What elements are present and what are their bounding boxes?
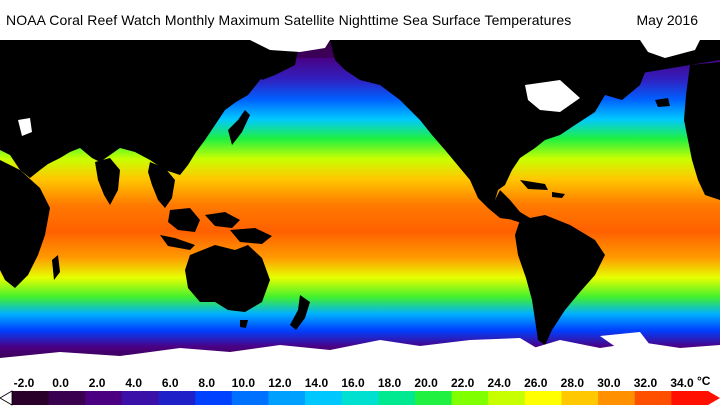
ice-greenland-east [640, 40, 700, 58]
land-europe-africa-east [684, 62, 720, 200]
colorbar-max-arrow [708, 391, 720, 405]
header: NOAA Coral Reef Watch Monthly Maximum Sa… [0, 0, 720, 40]
legend-tick-label: 24.0 [487, 376, 511, 390]
land-north-america [330, 40, 720, 220]
land-australia [185, 245, 270, 312]
land-africa [0, 160, 50, 288]
ice-caspian [18, 118, 32, 136]
legend-swatch [634, 391, 672, 405]
legend-swatch [121, 391, 160, 405]
land-indonesia [160, 208, 240, 250]
land-tasmania [240, 320, 248, 328]
legend-swatch [158, 391, 196, 405]
legend-swatch [451, 391, 489, 405]
map-date: May 2016 [636, 12, 698, 28]
legend-tick-label: 18.0 [377, 376, 402, 390]
land-caribbean [520, 180, 565, 198]
legend-tick-label: 16.0 [341, 376, 365, 390]
ice-antarctica [0, 340, 720, 370]
legend-swatch [561, 391, 599, 405]
legend-swatch [378, 391, 416, 405]
legend-tick-label: 12.0 [268, 376, 292, 390]
legend-swatch [488, 391, 526, 405]
land-new-zealand [290, 295, 310, 330]
legend-swatch [48, 391, 86, 405]
legend-tick-label: 14.0 [304, 376, 329, 390]
legend-tick-label: 10.0 [231, 376, 256, 390]
legend-tick-label: 4.0 [125, 376, 142, 390]
color-bar [0, 390, 720, 406]
sst-map-canvas [0, 40, 720, 370]
ice-arctic-pacific [250, 40, 330, 52]
legend-tick-label: 34.0 [670, 376, 694, 390]
legend-swatch [85, 391, 123, 405]
sst-map [0, 40, 720, 370]
legend-swatch [524, 391, 562, 405]
legend-tick-label: 32.0 [633, 376, 658, 390]
legend-swatch [671, 391, 709, 405]
legend-swatch [598, 391, 636, 405]
land-greenland [580, 40, 650, 100]
legend-swatch [231, 391, 269, 405]
legend-swatch [414, 391, 453, 405]
legend-tick-label: 20.0 [414, 376, 438, 390]
land-japan [228, 110, 250, 145]
legend-unit: °C [697, 374, 711, 388]
legend-swatch [305, 391, 343, 405]
legend-tick-label: 6.0 [161, 376, 179, 390]
legend-tick-label: 22.0 [450, 376, 475, 390]
land-se-asia [148, 162, 175, 208]
land-eurasia-west [0, 40, 290, 178]
colorbar-min-arrow [0, 390, 13, 406]
map-title: NOAA Coral Reef Watch Monthly Maximum Sa… [6, 12, 572, 28]
color-legend: -2.0 0.0 2.0 4.0 6.0 8.0 10.0 12.0 14.0 16.0 18.0 2… [0, 370, 720, 411]
legend-tick-label: 0.0 [52, 376, 69, 390]
legend-tick-label: 8.0 [198, 376, 216, 390]
legend-swatch [195, 391, 233, 405]
legend-tick-label: 2.0 [88, 376, 106, 390]
legend-swatch [341, 391, 379, 405]
legend-swatch [12, 391, 50, 405]
land-madagascar [52, 255, 60, 280]
ice-antarctic-shelf [470, 332, 650, 360]
legend-swatch [268, 391, 306, 405]
land-south-america [515, 215, 605, 345]
land-iceland [655, 98, 670, 107]
ice-hudson [525, 80, 580, 112]
legend-tick-label: 30.0 [597, 376, 621, 390]
land-central-america [495, 190, 530, 224]
legend-tick-label: 26.0 [524, 376, 548, 390]
legend-tick-label: -2.0 [13, 376, 35, 390]
land-india [95, 158, 120, 205]
legend-tick-label: 28.0 [560, 376, 585, 390]
land-new-guinea [230, 228, 272, 244]
